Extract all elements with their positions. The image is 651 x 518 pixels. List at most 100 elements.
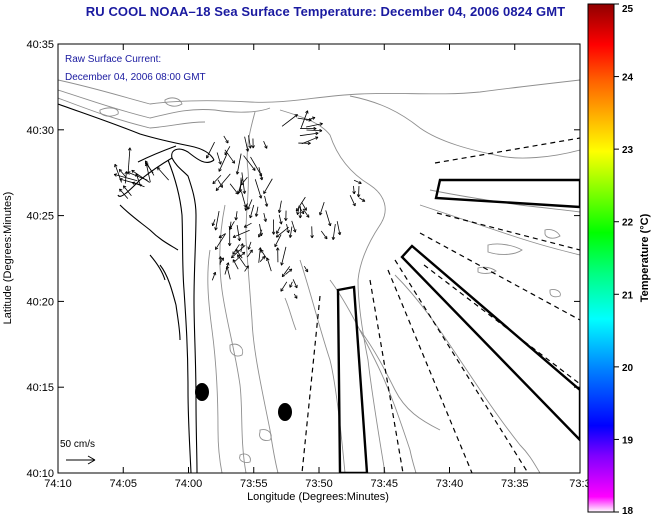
station-dot [195, 383, 209, 401]
bathymetry-contours [58, 79, 580, 473]
current-vector [275, 247, 280, 263]
current-vector [127, 171, 148, 181]
y-tick-label: 40:15 [26, 382, 54, 394]
current-vector [243, 222, 252, 228]
current-vector [212, 174, 222, 185]
current-vector [249, 204, 255, 219]
current-vector [215, 173, 231, 191]
current-vector [118, 168, 127, 178]
current-vector [292, 279, 298, 289]
coastline [58, 103, 215, 473]
current-vector [274, 234, 282, 248]
current-vector [263, 140, 268, 149]
current-vector [275, 226, 289, 238]
current-vector [259, 256, 266, 262]
y-tick-label: 40:35 [26, 39, 54, 51]
current-vector [235, 153, 242, 175]
current-vector [260, 249, 268, 260]
current-vector [303, 266, 309, 273]
current-vector [298, 205, 305, 215]
map-title: RU COOL NOAA–18 Sea Surface Temperature:… [85, 4, 566, 19]
scale-arrow [66, 455, 96, 465]
current-vector [251, 138, 255, 149]
x-tick-label: 73:35 [501, 478, 529, 490]
current-vector [271, 219, 276, 235]
current-vector [298, 206, 303, 219]
current-annotation-line2: December 04, 2006 08:00 GMT [65, 72, 206, 83]
x-tick-label: 73:50 [305, 478, 333, 490]
current-vector [301, 136, 319, 145]
current-vector [243, 155, 256, 171]
current-vector [289, 281, 293, 288]
current-vector [113, 173, 138, 182]
current-vector [224, 262, 230, 275]
current-vector [237, 254, 247, 267]
colorbar-tick-label: 19 [622, 435, 634, 446]
current-vector [232, 229, 250, 239]
y-tick-label: 40:30 [26, 125, 54, 137]
x-tick-label: 73:55 [240, 478, 268, 490]
current-vector [280, 281, 288, 292]
current-vector [156, 167, 169, 181]
colorbar-tick-label: 18 [622, 506, 634, 517]
current-vector [263, 178, 273, 194]
station-dot [278, 403, 292, 421]
current-vector [232, 259, 239, 270]
y-tick-label: 40:10 [26, 468, 54, 480]
y-axis-label: Latitude (Degrees:Minutes) [2, 192, 14, 325]
current-annotation-line1: Raw Surface Current: [65, 54, 161, 65]
current-vector [285, 268, 293, 275]
surface-current-vectors [113, 110, 366, 299]
current-vector [240, 243, 244, 252]
current-vector [300, 126, 317, 131]
x-tick-label: 74:10 [44, 478, 72, 490]
current-vector [234, 211, 238, 221]
current-vector [227, 229, 232, 246]
current-vector [264, 195, 269, 207]
current-vector [310, 226, 314, 239]
colorbar-tick-label: 20 [622, 363, 634, 374]
current-vector [231, 245, 246, 259]
current-vector [276, 226, 281, 234]
current-vector [257, 229, 263, 238]
current-vector [131, 169, 150, 183]
current-vector [278, 214, 283, 225]
current-vector [331, 223, 336, 240]
current-vector [241, 191, 247, 208]
current-vector [206, 141, 215, 159]
current-vector [254, 179, 263, 199]
current-vector [144, 162, 151, 183]
x-tick-label: 74:05 [109, 478, 137, 490]
current-vector [247, 241, 252, 250]
current-vector [241, 172, 247, 194]
current-vector [214, 211, 220, 231]
current-vector [286, 224, 290, 234]
current-vector [244, 265, 249, 272]
current-vector [236, 225, 242, 242]
current-vector [353, 179, 362, 185]
current-vector [352, 185, 356, 195]
current-vector [127, 147, 132, 173]
current-vector [299, 131, 319, 137]
current-vector [119, 188, 129, 199]
current-vector [122, 185, 132, 197]
current-vector [229, 183, 239, 195]
current-vector [217, 179, 223, 188]
colorbar-ticks: 25 24 23 22 21 20 19 18 [614, 3, 634, 517]
current-vector [281, 114, 298, 127]
current-vector [229, 221, 235, 230]
y-tick-label: 40:25 [26, 211, 54, 223]
current-vector [320, 230, 328, 240]
current-vector [223, 135, 229, 144]
current-vector [296, 208, 300, 215]
current-vector [306, 128, 323, 133]
current-vector [277, 200, 282, 214]
current-vector [254, 206, 259, 217]
y-axis-ticks: 40:35 40:30 40:25 40:20 40:15 40:10 [26, 39, 580, 480]
current-vector [359, 197, 366, 202]
colorbar-tick-label: 21 [622, 290, 634, 301]
current-vector [235, 248, 243, 259]
current-vector [280, 246, 287, 266]
current-vector [218, 154, 228, 172]
